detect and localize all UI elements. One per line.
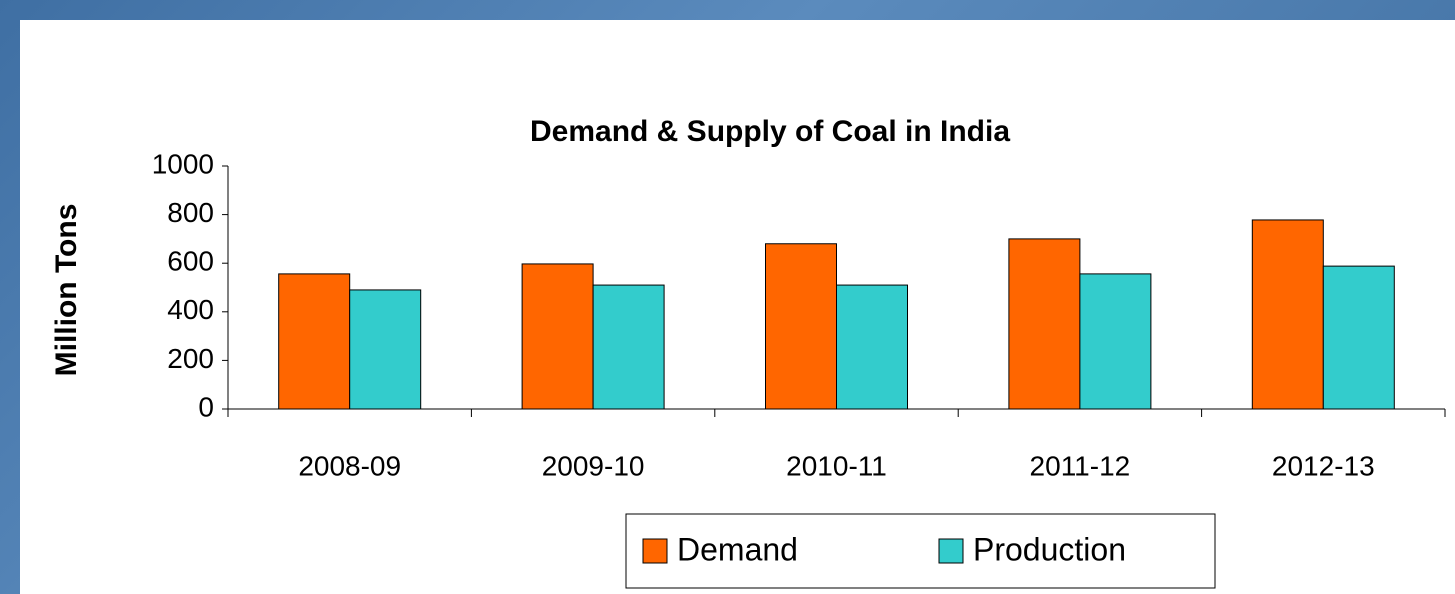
x-tick-label: 2011-12	[1030, 450, 1131, 481]
bar	[278, 273, 351, 410]
bar	[1322, 265, 1395, 410]
bar	[765, 243, 837, 410]
legend-box	[625, 513, 1216, 589]
y-tick-label: 1000	[152, 148, 214, 179]
x-tick-label: 2012-13	[1272, 450, 1375, 481]
legend-swatch	[938, 538, 964, 564]
bar	[592, 284, 665, 410]
x-tick-label: 2010-11	[786, 450, 887, 481]
y-tick-label: 600	[167, 246, 214, 277]
x-tick-label: 2008-09	[298, 450, 401, 481]
chart-background	[20, 20, 1455, 594]
y-tick-label: 0	[198, 391, 214, 422]
bar	[1079, 273, 1152, 410]
bar	[521, 263, 594, 410]
y-axis-label: Million Tons	[50, 204, 83, 377]
bar	[1008, 238, 1081, 410]
legend-label: Production	[973, 531, 1126, 567]
bar	[1251, 219, 1324, 410]
bar	[836, 284, 908, 410]
y-tick-label: 200	[167, 343, 214, 374]
bar	[349, 289, 422, 410]
x-tick-label: 2009-10	[542, 450, 645, 481]
y-tick-label: 400	[167, 294, 214, 325]
legend-swatch	[642, 538, 668, 564]
legend-label: Demand	[677, 531, 798, 567]
y-tick-label: 800	[167, 197, 214, 228]
chart-title: Demand & Supply of Coal in India	[530, 115, 1010, 148]
